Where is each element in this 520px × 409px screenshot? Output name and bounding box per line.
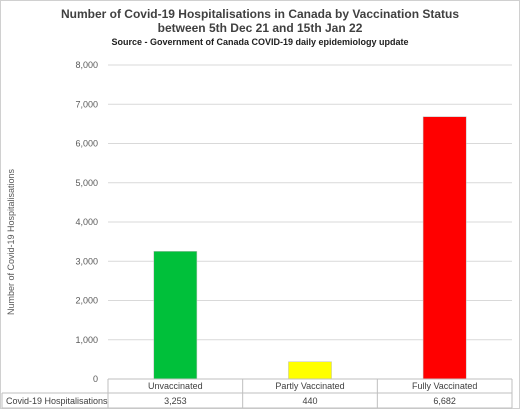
chart-title-line1: Number of Covid-19 Hospitalisations in C… xyxy=(60,7,460,21)
y-tick-label: 1,000 xyxy=(75,335,98,345)
category-label: Fully Vaccinated xyxy=(412,381,477,391)
y-tick-label: 5,000 xyxy=(75,178,98,188)
category-label: Partly Vaccinated xyxy=(275,381,344,391)
y-tick-label: 7,000 xyxy=(75,99,98,109)
chart-subtitle: Source - Government of Canada COVID-19 d… xyxy=(111,37,409,47)
bar-fully-vaccinated xyxy=(422,116,467,380)
bar-partly-vaccinated xyxy=(288,361,332,380)
y-tick-label: 6,000 xyxy=(75,139,98,149)
y-tick-label: 0 xyxy=(93,374,98,384)
bars xyxy=(153,116,467,380)
y-tick-label: 8,000 xyxy=(75,60,98,70)
y-tick-label: 4,000 xyxy=(75,217,98,227)
data-table: Unvaccinated 3,253 Partly Vaccinated 440 Ful… xyxy=(1,378,513,409)
data-label: 3,253 xyxy=(164,396,187,406)
y-tick-label: 3,000 xyxy=(75,256,98,266)
data-label: 440 xyxy=(302,396,317,406)
data-label: 6,682 xyxy=(433,396,456,406)
y-axis-title: Number of Covid-19 Hospitalisations xyxy=(6,168,16,315)
bar-unvaccinated xyxy=(153,251,198,380)
y-tick-label: 2,000 xyxy=(75,296,98,306)
chart-title-line2: between 5th Dec 21 and 15th Jan 22 xyxy=(157,21,363,35)
y-tick-labels: 0 1,000 2,000 3,000 4,000 5,000 6,000 7,000 8,00… xyxy=(75,60,98,384)
series-label: Covid-19 Hospitalisations xyxy=(6,396,108,406)
category-label: Unvaccinated xyxy=(148,381,203,391)
